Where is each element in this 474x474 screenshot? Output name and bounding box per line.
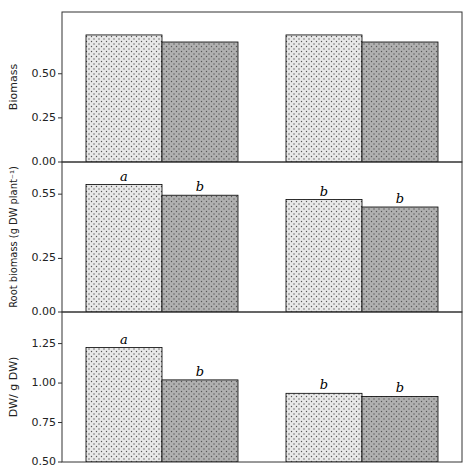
tick <box>58 343 62 344</box>
tick-label: 1.00 <box>32 376 57 389</box>
tick-label: 0.75 <box>32 416 57 429</box>
tick-label: 0.50 <box>32 455 57 468</box>
plot-frame <box>62 12 462 162</box>
plot-frame <box>62 162 462 312</box>
tick <box>58 73 62 74</box>
annotation: b <box>320 184 328 199</box>
bar <box>362 42 438 162</box>
panel: 0.50 0.75 1.00 1.25 DW/ g DW) a b b b <box>7 312 462 468</box>
chart: 0.00 0.25 0.50 Biomass 0.00 0.25 0.55 Root biom… <box>0 0 474 474</box>
tick-label: 0.00 <box>32 305 57 318</box>
panel: 0.00 0.25 0.55 Root biomass (g DW plant⁻¹) a… <box>8 162 462 318</box>
bar <box>286 35 362 162</box>
bar <box>86 185 162 313</box>
tick <box>58 422 62 423</box>
annotation: a <box>120 169 128 184</box>
bar <box>362 396 438 462</box>
bar <box>286 393 362 462</box>
bar <box>86 348 162 462</box>
annotation: a <box>120 332 128 347</box>
tick <box>58 258 62 259</box>
bar <box>162 380 238 462</box>
tick <box>58 117 62 118</box>
bar <box>86 35 162 162</box>
tick <box>58 162 62 163</box>
bars <box>86 35 438 162</box>
tick <box>58 462 62 463</box>
annotation: b <box>396 191 404 206</box>
tick <box>58 383 62 384</box>
tick <box>58 194 62 195</box>
tick-label: 1.25 <box>32 337 57 350</box>
tick <box>58 312 62 313</box>
axis-label: Biomass <box>7 64 20 111</box>
bar <box>362 207 438 312</box>
tick-label: 0.25 <box>32 111 57 124</box>
tick-label: 0.25 <box>32 251 57 264</box>
annotation: b <box>320 377 328 392</box>
plot-frame <box>62 312 462 462</box>
bars <box>86 348 438 462</box>
tick-label: 0.50 <box>32 67 57 80</box>
annotation: b <box>196 179 204 194</box>
bars <box>86 185 438 313</box>
bar <box>286 200 362 313</box>
bar <box>162 42 238 162</box>
axis-label: DW/ g DW) <box>7 357 20 418</box>
axis-label: Root biomass (g DW plant⁻¹) <box>8 166 19 308</box>
panel: 0.00 0.25 0.50 Biomass <box>7 12 462 168</box>
annotation: b <box>196 364 204 379</box>
bar <box>162 195 238 312</box>
tick-label: 0.00 <box>32 155 57 168</box>
annotation: b <box>396 380 404 395</box>
tick-label: 0.55 <box>32 187 57 200</box>
